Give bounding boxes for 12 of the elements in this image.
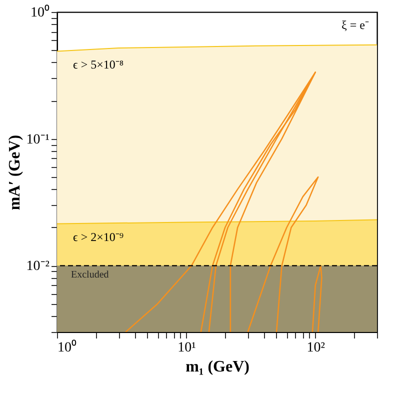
annotation: ϵ > 5×10⁻⁸ (73, 57, 124, 72)
y-tick-label: 10⁻¹ (26, 132, 50, 148)
annotation: ϵ > 2×10⁻⁹ (73, 230, 124, 244)
x-axis-title: m₁ (GeV) (186, 358, 250, 376)
x-tick-label: 10¹ (178, 340, 196, 356)
band-label: Excluded (71, 270, 109, 281)
y-tick-label: 10⁰ (30, 4, 50, 20)
x-tick-label: 10⁰ (58, 340, 76, 356)
y-tick-label: 10⁻² (26, 259, 50, 274)
annotation: ξ = e⁻ (342, 18, 369, 32)
y-axis-title: mA′ (GeV) (6, 134, 24, 210)
x-tick-label: 10² (306, 340, 325, 356)
